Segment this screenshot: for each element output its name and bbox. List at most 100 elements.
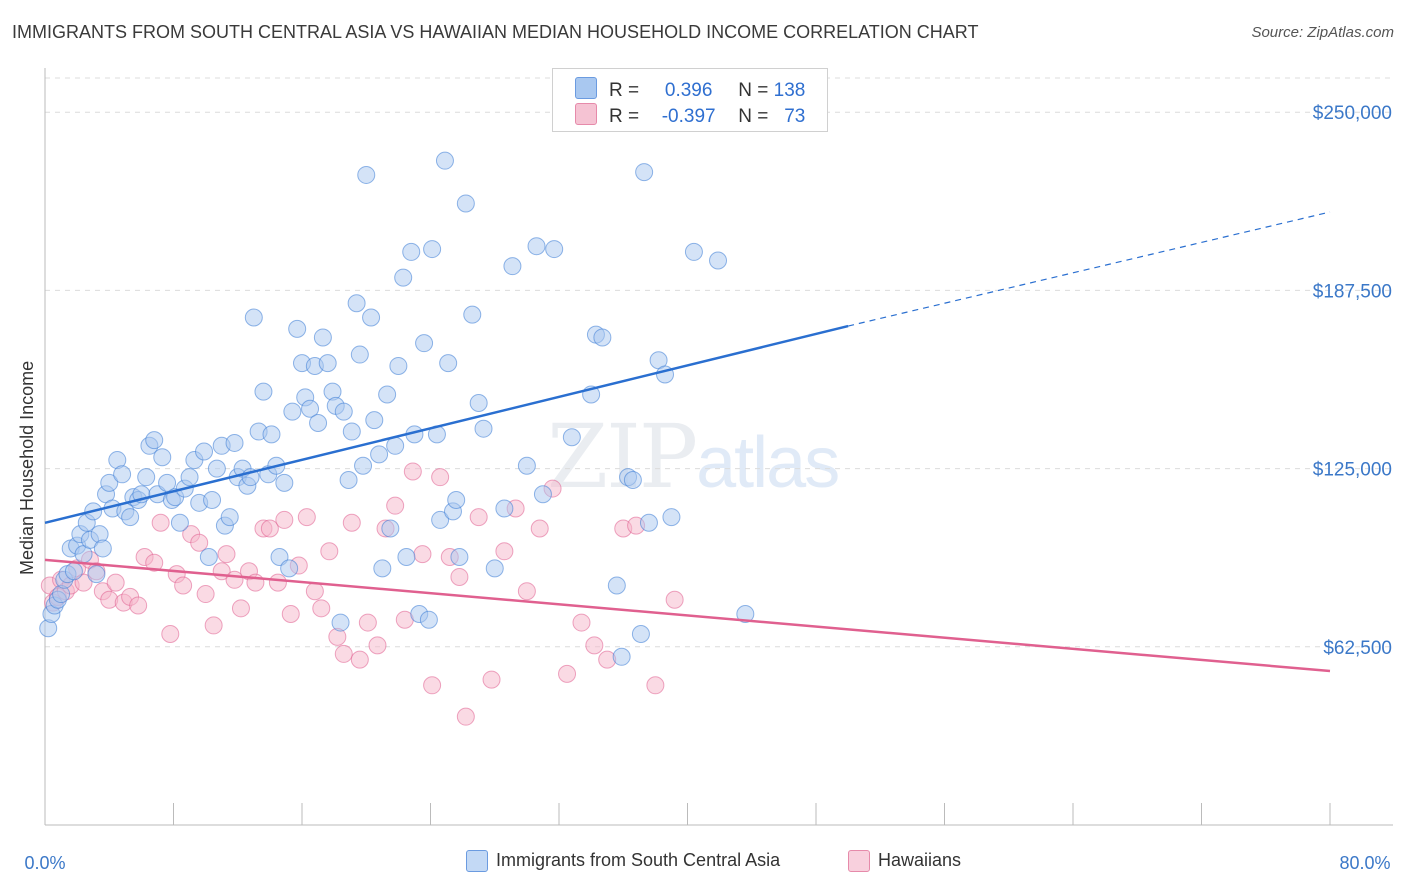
point-hawaiian xyxy=(305,582,324,601)
point-hawaiian xyxy=(482,670,501,689)
point-asia xyxy=(545,240,564,259)
point-asia xyxy=(736,605,755,624)
stats-n-label: N = xyxy=(738,80,769,101)
point-asia xyxy=(474,419,493,438)
point-asia xyxy=(607,576,626,595)
point-asia xyxy=(639,513,658,532)
point-asia xyxy=(137,468,156,487)
source-credit: Source: ZipAtlas.com xyxy=(1251,24,1394,41)
point-asia xyxy=(684,242,703,261)
point-asia xyxy=(220,508,239,527)
point-asia xyxy=(275,473,294,492)
point-asia xyxy=(527,237,546,256)
point-hawaiian xyxy=(386,496,405,515)
stats-row-hawaiians: R = -0.397 N = 73 xyxy=(575,103,805,127)
point-asia xyxy=(283,402,302,421)
point-hawaiian xyxy=(423,676,442,695)
legend-label-asia: Immigrants from South Central Asia xyxy=(496,850,781,870)
point-asia xyxy=(331,613,350,632)
point-asia xyxy=(362,308,381,327)
point-asia xyxy=(394,268,413,287)
stats-n-value-asia: 138 xyxy=(773,80,806,101)
point-asia xyxy=(288,319,307,338)
point-hawaiian xyxy=(231,599,250,618)
point-hawaiian xyxy=(151,513,170,532)
chart-title: IMMIGRANTS FROM SOUTH CENTRAL ASIA VS HA… xyxy=(12,22,979,42)
point-asia xyxy=(635,163,654,182)
trend-line-asia xyxy=(44,324,849,524)
y-tick-label: $62,500 xyxy=(1323,638,1392,659)
stats-n-label: N = xyxy=(738,106,769,127)
point-asia xyxy=(93,539,112,558)
point-asia xyxy=(431,510,450,529)
trend-line-hawaiians xyxy=(44,558,1331,673)
point-asia xyxy=(339,471,358,490)
point-asia xyxy=(313,328,332,347)
point-asia xyxy=(280,559,299,578)
point-asia xyxy=(203,490,222,509)
point-asia xyxy=(631,624,650,643)
point-hawaiian xyxy=(275,510,294,529)
point-asia xyxy=(593,328,612,347)
point-asia xyxy=(419,610,438,629)
watermark-zip: ZIP xyxy=(547,405,698,508)
stats-r-label: R = xyxy=(609,80,640,101)
point-hawaiian xyxy=(495,542,514,561)
point-asia xyxy=(170,513,189,532)
point-asia xyxy=(450,547,469,566)
point-hawaiian xyxy=(558,664,577,683)
point-asia xyxy=(145,431,164,450)
point-hawaiian xyxy=(431,468,450,487)
point-asia xyxy=(381,519,400,538)
point-asia xyxy=(342,422,361,441)
point-asia xyxy=(469,394,488,413)
point-hawaiian xyxy=(190,533,209,552)
legend-swatch-hawaiians xyxy=(848,850,870,873)
point-hawaiian xyxy=(312,599,331,618)
point-asia xyxy=(121,508,140,527)
point-asia xyxy=(113,465,132,484)
point-hawaiian xyxy=(196,585,215,604)
point-asia xyxy=(709,251,728,270)
y-tick-label: $125,000 xyxy=(1313,460,1392,481)
point-asia xyxy=(415,334,434,353)
stats-row-asia: R = 0.396 N = 138 xyxy=(575,77,805,101)
point-asia xyxy=(389,356,408,375)
point-hawaiian xyxy=(456,707,475,726)
point-hawaiian xyxy=(350,650,369,669)
watermark-atlas: atlas xyxy=(696,423,840,503)
stats-r-label: R = xyxy=(609,106,640,127)
point-asia xyxy=(435,151,454,170)
point-hawaiian xyxy=(129,596,148,615)
point-hawaiian xyxy=(403,462,422,481)
point-hawaiian xyxy=(585,636,604,655)
point-hawaiian xyxy=(572,613,591,632)
point-asia xyxy=(244,308,263,327)
point-asia xyxy=(301,399,320,418)
y-tick-label: $187,500 xyxy=(1313,281,1392,302)
point-asia xyxy=(318,354,337,373)
point-asia xyxy=(370,445,389,464)
point-hawaiian xyxy=(413,545,432,564)
point-asia xyxy=(100,473,119,492)
point-asia xyxy=(262,425,281,444)
point-asia xyxy=(334,402,353,421)
stats-r-value-asia: 0.396 xyxy=(664,80,713,101)
point-asia xyxy=(612,647,631,666)
point-asia xyxy=(402,242,421,261)
point-hawaiian xyxy=(530,519,549,538)
point-asia xyxy=(207,459,226,478)
point-asia xyxy=(517,456,536,475)
y-tick-label: $250,000 xyxy=(1313,103,1392,124)
point-asia xyxy=(397,547,416,566)
point-asia xyxy=(439,354,458,373)
point-hawaiian xyxy=(469,508,488,527)
point-asia xyxy=(347,294,366,313)
x-tick-label-max: 80.0% xyxy=(1339,853,1390,873)
stats-swatch-hawaiians xyxy=(575,103,597,125)
point-hawaiian xyxy=(145,553,164,572)
point-asia xyxy=(463,305,482,324)
trend-line-asia-projection xyxy=(847,211,1331,327)
point-hawaiian xyxy=(646,676,665,695)
